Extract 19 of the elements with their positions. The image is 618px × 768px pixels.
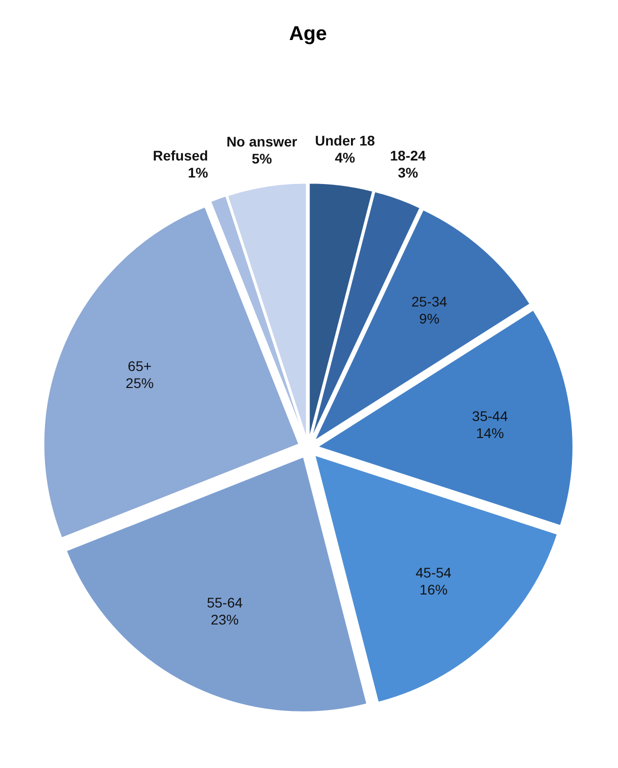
slice-label: 25-34 — [411, 293, 448, 310]
chart-title: Age — [289, 23, 327, 45]
data-label: 3% — [398, 164, 419, 180]
data-label: 4% — [334, 149, 356, 166]
slice-label: 65+ — [128, 358, 152, 374]
slice-label: 35-44 — [472, 408, 508, 424]
slice-label: Refused — [152, 147, 208, 164]
slice-label: 18-24 — [390, 147, 426, 164]
data-label: 5% — [252, 150, 273, 167]
slice-label: Under 18 — [315, 132, 376, 148]
data-label: 1% — [188, 164, 209, 180]
slice-label: 55-64 — [206, 594, 243, 610]
slice-label: 45-54 — [416, 564, 452, 581]
data-label: 16% — [420, 582, 448, 598]
slice-label: No answer — [226, 134, 298, 150]
data-label: 23% — [210, 611, 239, 628]
data-label: 14% — [476, 425, 504, 442]
data-label: 9% — [419, 310, 440, 326]
data-label: 25% — [126, 375, 154, 392]
